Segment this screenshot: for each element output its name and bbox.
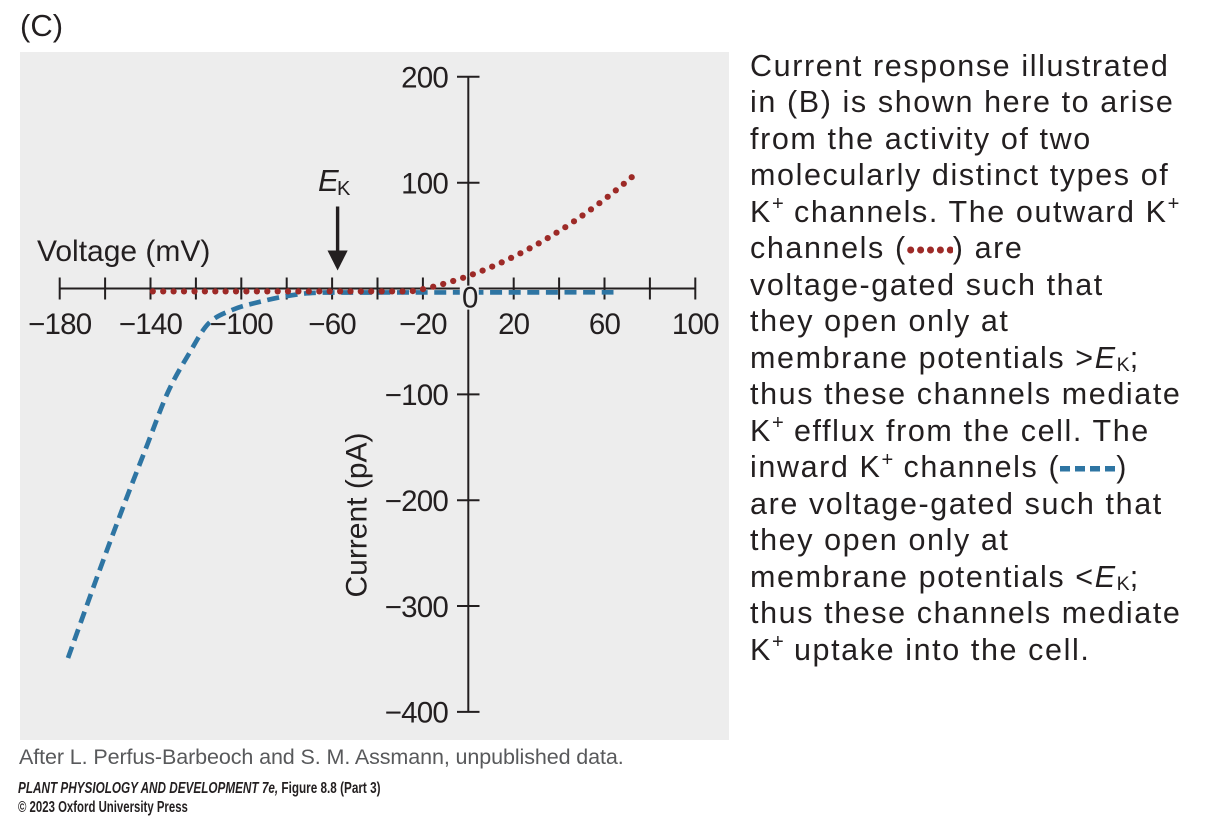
svg-text:−60: −60 [308, 308, 356, 341]
svg-text:100: 100 [672, 308, 719, 341]
svg-text:60: 60 [589, 308, 621, 341]
svg-text:−400: −400 [385, 697, 449, 730]
svg-text:Voltage (mV): Voltage (mV) [37, 235, 210, 268]
svg-text:−140: −140 [119, 308, 183, 341]
svg-text:E: E [318, 163, 339, 198]
svg-text:−20: −20 [399, 308, 447, 341]
svg-text:20: 20 [498, 308, 530, 341]
svg-text:200: 200 [401, 62, 448, 95]
svg-text:−180: −180 [28, 308, 92, 341]
svg-text:−100: −100 [210, 308, 274, 341]
svg-text:−100: −100 [385, 379, 449, 412]
svg-text:−300: −300 [385, 591, 449, 624]
svg-text:−200: −200 [385, 485, 449, 518]
svg-text:K: K [337, 178, 351, 200]
svg-text:0: 0 [462, 282, 478, 315]
svg-text:100: 100 [401, 168, 448, 201]
svg-text:Current (pA): Current (pA) [341, 432, 374, 597]
